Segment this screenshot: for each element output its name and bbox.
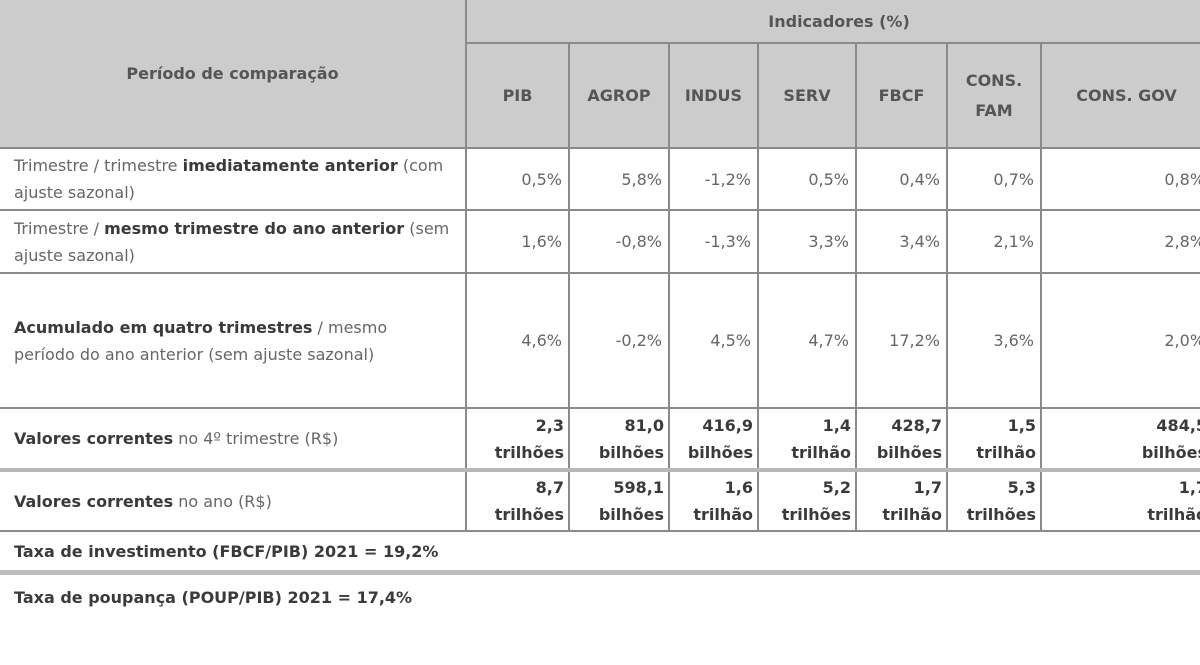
table-row: Valores correntes no 4º trimestre (R$) 2,…	[0, 407, 1200, 472]
period-label-emphasis: imediatamente anterior	[182, 156, 398, 175]
period-label-emphasis: Valores correntes	[14, 491, 174, 511]
value-unit: trilhão	[693, 505, 753, 524]
value-cell: 0,8%	[1039, 147, 1200, 211]
value-amount: 598,1	[613, 478, 664, 497]
period-label-emphasis: mesmo trimestre do ano anterior	[104, 218, 405, 238]
column-header-indus: INDUS	[668, 43, 759, 149]
value-unit: trilhões	[494, 505, 564, 524]
period-label-emphasis: Valores correntes	[14, 429, 174, 448]
value-amount: 2,3	[535, 415, 564, 435]
table-row: Acumulado em quatro trimestres / mesmo p…	[0, 272, 1200, 409]
value-unit: trilhões	[966, 505, 1036, 524]
value-unit: trilhão	[882, 505, 942, 524]
period-label-text: no 4º trimestre (R$)	[173, 429, 339, 448]
value-cell: 1,7 trilhão	[1039, 469, 1200, 532]
value-unit: trilhão	[976, 442, 1036, 462]
value-amount: 1,7	[913, 478, 942, 497]
value-cell: 2,3 trilhões	[465, 407, 570, 472]
investment-rate: Taxa de investimento (FBCF/PIB) 2021 = 1…	[0, 530, 1200, 575]
value-unit: bilhões	[1141, 442, 1200, 462]
value-unit: bilhões	[598, 442, 664, 462]
value-cell: 1,7 trilhão	[855, 469, 948, 532]
savings-rate: Taxa de poupança (POUP/PIB) 2021 = 17,4%	[0, 571, 1200, 619]
table-row: Trimestre / trimestre imediatamente ante…	[0, 147, 1200, 211]
table-row: Trimestre / mesmo trimestre do ano anter…	[0, 209, 1200, 274]
column-header-pib: PIB	[465, 43, 570, 149]
period-label-text: (com ajuste sazonal)	[14, 156, 444, 202]
value-cell: -0,2%	[568, 272, 670, 409]
gdp-indicators-table: Período de comparação Indicadores (%) PI…	[0, 0, 1200, 619]
period-label-text: Trimestre /	[14, 218, 105, 238]
value-cell: -0,8%	[568, 209, 670, 274]
table-row: Valores correntes no ano (R$) 8,7 trilhões…	[0, 469, 1200, 532]
period-label-text: / mesmo período do ano anterior (sem aju…	[14, 317, 388, 364]
value-unit: trilhões	[494, 442, 564, 462]
summary-row: Taxa de investimento (FBCF/PIB) 2021 = 1…	[0, 530, 1200, 575]
value-cell: 3,3%	[757, 209, 857, 274]
value-amount: 8,7	[535, 478, 564, 497]
column-header-agrop: AGROP	[568, 43, 670, 149]
value-cell: 0,5%	[465, 147, 570, 211]
period-label: Acumulado em quatro trimestres / mesmo p…	[0, 272, 467, 409]
value-cell: 428,7 bilhões	[855, 407, 948, 472]
value-cell: 1,6 trilhão	[668, 469, 759, 532]
value-cell: 5,3 trilhões	[946, 469, 1042, 532]
value-cell: 17,2%	[855, 272, 948, 409]
indicators-group-header: Indicadores (%)	[464, 0, 1200, 44]
value-cell: 8,7 trilhões	[465, 469, 570, 532]
value-unit: trilhão	[1147, 505, 1200, 524]
value-amount: 484,5	[1156, 415, 1200, 435]
value-cell: 598,1 bilhões	[568, 469, 670, 532]
column-header-serv: SERV	[757, 43, 857, 149]
value-amount: 428,7	[891, 415, 942, 435]
value-cell: 0,7%	[946, 147, 1042, 211]
value-amount: 416,9	[702, 415, 753, 435]
value-amount: 1,4	[822, 415, 851, 435]
value-cell: 5,8%	[568, 147, 670, 211]
value-cell: 1,6%	[465, 209, 570, 274]
value-cell: -1,3%	[668, 209, 759, 274]
value-cell: 4,5%	[668, 272, 759, 409]
value-unit: trilhão	[791, 442, 851, 462]
period-label: Trimestre / mesmo trimestre do ano anter…	[0, 209, 467, 274]
value-unit: bilhões	[876, 442, 942, 462]
period-label-emphasis: Acumulado em quatro trimestres	[14, 317, 313, 337]
period-label-text: Trimestre / trimestre	[14, 156, 183, 175]
value-unit: trilhões	[781, 505, 851, 524]
value-unit: bilhões	[598, 505, 664, 524]
period-label-text: (sem ajuste sazonal)	[14, 218, 450, 265]
value-cell: 4,6%	[465, 272, 570, 409]
value-cell: 484,5 bilhões	[1039, 407, 1200, 472]
value-amount: 81,0	[624, 415, 664, 435]
period-label: Valores correntes no ano (R$)	[0, 469, 467, 532]
period-label: Trimestre / trimestre imediatamente ante…	[0, 147, 467, 211]
value-cell: -1,2%	[668, 147, 759, 211]
column-header-fbcf: FBCF	[855, 43, 948, 149]
value-amount: 5,2	[822, 478, 851, 497]
column-header-cons-gov: CONS. GOV	[1039, 43, 1200, 149]
summary-row: Taxa de poupança (POUP/PIB) 2021 = 17,4%	[0, 571, 1200, 619]
value-cell: 2,8%	[1039, 209, 1200, 274]
value-amount: 5,3	[1007, 478, 1036, 497]
value-unit: bilhões	[687, 442, 753, 462]
period-label-text: no ano (R$)	[173, 491, 272, 511]
value-cell: 3,4%	[855, 209, 948, 274]
value-amount: 1,7	[1178, 478, 1200, 497]
value-amount: 1,6	[724, 478, 753, 497]
value-cell: 3,6%	[946, 272, 1042, 409]
value-cell: 0,4%	[855, 147, 948, 211]
period-label: Valores correntes no 4º trimestre (R$)	[0, 407, 467, 472]
value-cell: 2,1%	[946, 209, 1042, 274]
period-header: Período de comparação	[0, 0, 467, 149]
value-cell: 4,7%	[757, 272, 857, 409]
value-amount: 1,5	[1007, 415, 1036, 435]
value-cell: 81,0 bilhões	[568, 407, 670, 472]
value-cell: 1,5 trilhão	[946, 407, 1042, 472]
value-cell: 2,0%	[1039, 272, 1200, 409]
value-cell: 5,2 trilhões	[757, 469, 857, 532]
value-cell: 0,5%	[757, 147, 857, 211]
column-header-cons-fam: CONS. FAM	[946, 43, 1042, 149]
value-cell: 1,4 trilhão	[757, 407, 857, 472]
value-cell: 416,9 bilhões	[668, 407, 759, 472]
